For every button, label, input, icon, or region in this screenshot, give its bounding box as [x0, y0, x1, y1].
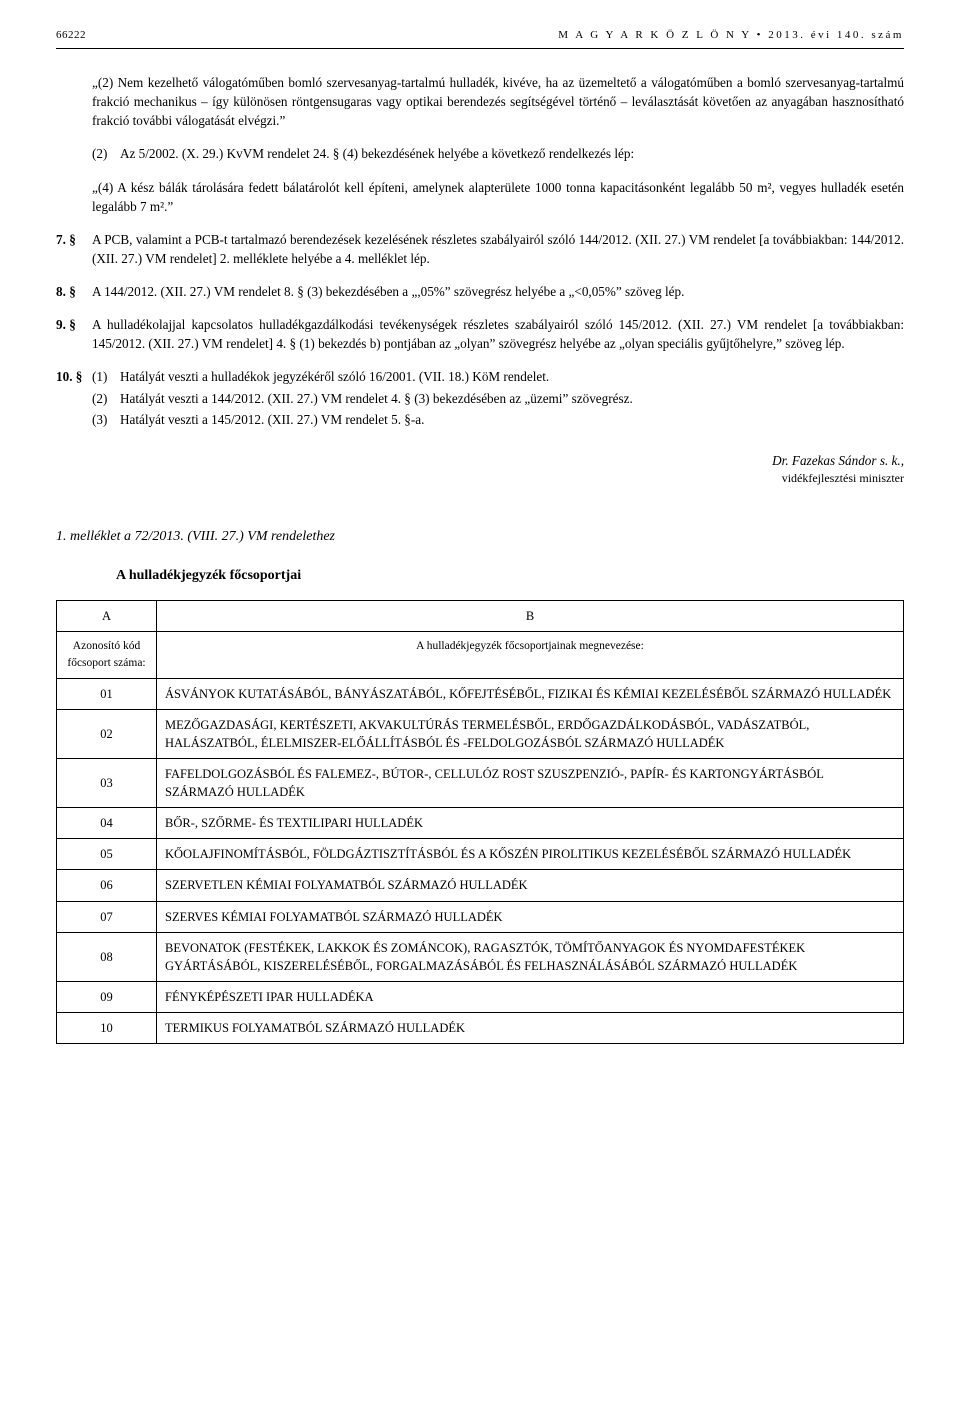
signatory-name: Dr. Fazekas Sándor s. k.,: [772, 453, 904, 468]
text: „(2) Nem kezelhető válogatóműben bomló s…: [92, 75, 904, 128]
subsection-1: (1) Hatályát veszti a hulladékok jegyzék…: [92, 367, 904, 386]
row-text: TERMIKUS FOLYAMATBÓL SZÁRMAZÓ HULLADÉK: [157, 1013, 904, 1044]
section-text: A 144/2012. (XII. 27.) VM rendelet 8. § …: [92, 282, 904, 301]
section-7: 7. § A PCB, valamint a PCB-t tartalmazó …: [56, 230, 904, 268]
row-text: SZERVETLEN KÉMIAI FOLYAMATBÓL SZÁRMAZÓ H…: [157, 870, 904, 901]
subhead-b: A hulladékjegyzék főcsoportjainak megnev…: [157, 632, 904, 678]
row-text: MEZŐGAZDASÁGI, KERTÉSZETI, AKVAKULTÚRÁS …: [157, 709, 904, 758]
row-code: 03: [57, 758, 157, 807]
table-row: 08BEVONATOK (FESTÉKEK, LAKKOK ÉS ZOMÁNCO…: [57, 932, 904, 981]
page-header: 66222 M A G Y A R K Ö Z L Ö N Y • 2013. …: [56, 28, 904, 49]
section-10: 10. § (1) Hatályát veszti a hulladékok j…: [56, 367, 904, 430]
quoted-provision-4: „(4) A kész bálák tárolására fedett bála…: [92, 178, 904, 216]
row-code: 06: [57, 870, 157, 901]
section-num: 9. §: [56, 315, 92, 334]
section-body: (1) Hatályát veszti a hulladékok jegyzék…: [92, 367, 904, 430]
row-code: 10: [57, 1013, 157, 1044]
table-row: 10TERMIKUS FOLYAMATBÓL SZÁRMAZÓ HULLADÉK: [57, 1013, 904, 1044]
section-num: 10. §: [56, 367, 92, 386]
row-text: ÁSVÁNYOK KUTATÁSÁBÓL, BÁNYÁSZATÁBÓL, KŐF…: [157, 678, 904, 709]
row-code: 04: [57, 808, 157, 839]
table-row: 01ÁSVÁNYOK KUTATÁSÁBÓL, BÁNYÁSZATÁBÓL, K…: [57, 678, 904, 709]
signatory-role: vidékfejlesztési miniszter: [56, 470, 904, 487]
table-subhead-row: Azonosító kód főcsoport száma: A hulladé…: [57, 632, 904, 678]
row-text: BŐR-, SZŐRME- ÉS TEXTILIPARI HULLADÉK: [157, 808, 904, 839]
text: Az 5/2002. (X. 29.) KvVM rendelet 24. § …: [120, 144, 634, 163]
table-row: 02MEZŐGAZDASÁGI, KERTÉSZETI, AKVAKULTÚRÁ…: [57, 709, 904, 758]
table-row: 05KŐOLAJFINOMÍTÁSBÓL, FÖLDGÁZTISZTÍTÁSBÓ…: [57, 839, 904, 870]
row-text: FÉNYKÉPÉSZETI IPAR HULLADÉKA: [157, 981, 904, 1012]
text: „(4) A kész bálák tárolására fedett bála…: [92, 180, 904, 214]
col-b-header: B: [157, 601, 904, 632]
subsection-2: (2) Hatályát veszti a 144/2012. (XII. 27…: [92, 389, 904, 408]
row-text: FAFELDOLGOZÁSBÓL ÉS FALEMEZ-, BÚTOR-, CE…: [157, 758, 904, 807]
text: Hatályát veszti a 145/2012. (XII. 27.) V…: [120, 410, 904, 429]
text: Hatályát veszti a hulladékok jegyzékéről…: [120, 367, 904, 386]
section-num: 7. §: [56, 230, 92, 249]
signature-block: Dr. Fazekas Sándor s. k., vidékfejleszté…: [56, 451, 904, 488]
row-code: 09: [57, 981, 157, 1012]
annex-title: 1. melléklet a 72/2013. (VIII. 27.) VM r…: [56, 527, 904, 547]
table-row: 06SZERVETLEN KÉMIAI FOLYAMATBÓL SZÁRMAZÓ…: [57, 870, 904, 901]
journal-title: M A G Y A R K Ö Z L Ö N Y • 2013. évi 14…: [558, 28, 904, 44]
row-text: SZERVES KÉMIAI FOLYAMATBÓL SZÁRMAZÓ HULL…: [157, 901, 904, 932]
table-row: 04BŐR-, SZŐRME- ÉS TEXTILIPARI HULLADÉK: [57, 808, 904, 839]
col-a-header: A: [57, 601, 157, 632]
section-8: 8. § A 144/2012. (XII. 27.) VM rendelet …: [56, 282, 904, 301]
row-code: 02: [57, 709, 157, 758]
row-code: 05: [57, 839, 157, 870]
row-text: KŐOLAJFINOMÍTÁSBÓL, FÖLDGÁZTISZTÍTÁSBÓL …: [157, 839, 904, 870]
row-text: BEVONATOK (FESTÉKEK, LAKKOK ÉS ZOMÁNCOK)…: [157, 932, 904, 981]
num: (2): [92, 144, 120, 163]
subhead-a: Azonosító kód főcsoport száma:: [57, 632, 157, 678]
page-number: 66222: [56, 28, 86, 44]
table-row: 09FÉNYKÉPÉSZETI IPAR HULLADÉKA: [57, 981, 904, 1012]
subsection-3: (3) Hatályát veszti a 145/2012. (XII. 27…: [92, 410, 904, 429]
section-text: A hulladékolajjal kapcsolatos hulladékga…: [92, 315, 904, 353]
table-head-row: A B: [57, 601, 904, 632]
section-num: 8. §: [56, 282, 92, 301]
row-code: 07: [57, 901, 157, 932]
text: Hatályát veszti a 144/2012. (XII. 27.) V…: [120, 389, 904, 408]
waste-groups-table: A B Azonosító kód főcsoport száma: A hul…: [56, 600, 904, 1044]
row-code: 01: [57, 678, 157, 709]
annex-subtitle: A hulladékjegyzék főcsoportjai: [116, 566, 904, 586]
subsection-2b: (2) Az 5/2002. (X. 29.) KvVM rendelet 24…: [92, 144, 904, 163]
num: (1): [92, 367, 120, 386]
table-row: 03FAFELDOLGOZÁSBÓL ÉS FALEMEZ-, BÚTOR-, …: [57, 758, 904, 807]
quoted-provision-2: „(2) Nem kezelhető válogatóműben bomló s…: [92, 73, 904, 130]
section-9: 9. § A hulladékolajjal kapcsolatos hulla…: [56, 315, 904, 353]
num: (3): [92, 410, 120, 429]
table-row: 07SZERVES KÉMIAI FOLYAMATBÓL SZÁRMAZÓ HU…: [57, 901, 904, 932]
section-text: A PCB, valamint a PCB-t tartalmazó beren…: [92, 230, 904, 268]
num: (2): [92, 389, 120, 408]
row-code: 08: [57, 932, 157, 981]
